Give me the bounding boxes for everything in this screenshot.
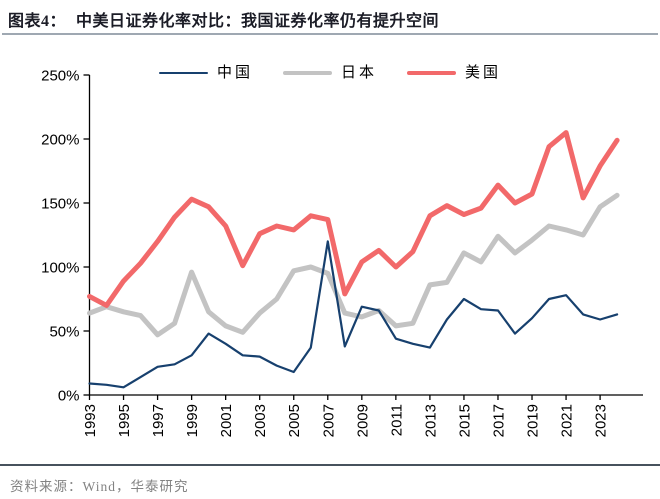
x-axis-tick-label: 2017 — [490, 404, 507, 437]
figure-footer: 资料来源：Wind，华泰研究 — [0, 464, 660, 499]
series-line-日本 — [87, 192, 620, 338]
x-axis-tick-label: 2011 — [388, 404, 405, 436]
x-axis-tick-label: 2023 — [593, 404, 610, 437]
y-axis-tick-label: 100% — [41, 260, 79, 277]
legend-label: 日本 — [340, 64, 377, 81]
x-axis-tick-label: 2001 — [218, 404, 235, 437]
chart-area: 0% 50% 100% 150% 200% 250% 1993 1995 1997 1999 200… — [0, 36, 660, 463]
series-line-中国 — [88, 240, 619, 389]
y-axis-tick-label: 200% — [41, 132, 79, 149]
x-axis-tick-label: 2003 — [252, 404, 269, 437]
x-axis-tick-label: 2015 — [456, 404, 473, 437]
x-axis-tick-label: 2013 — [422, 404, 439, 437]
legend-label: 中国 — [216, 64, 253, 81]
figure-header: 图表4： 中美日证券化率对比：我国证券化率仍有提升空间 — [0, 0, 660, 36]
series-line-美国 — [87, 130, 620, 308]
legend-swatch-icon — [158, 72, 208, 74]
legend-swatch-icon — [407, 70, 456, 76]
x-axis-tick-label: 2005 — [286, 404, 303, 437]
x-axis-tick-label: 1999 — [184, 404, 201, 437]
legend-item-1: 中国 — [158, 64, 253, 81]
x-axis-tick-label: 1997 — [150, 404, 167, 437]
figure-title: 图表4： 中美日证券化率对比：我国证券化率仍有提升空间 — [8, 7, 654, 31]
legend-label: 美国 — [465, 64, 502, 81]
legend-item-3: 美国 — [407, 64, 502, 81]
x-axis-tick-label: 1995 — [116, 404, 133, 437]
x-axis-tick-label: 2009 — [354, 404, 371, 437]
x-axis-tick-label: 2007 — [320, 404, 337, 437]
y-axis-tick-label: 150% — [41, 196, 79, 213]
x-axis-tick-label: 2019 — [525, 404, 542, 437]
x-axis-tick-label: 1993 — [82, 404, 99, 437]
legend-swatch-icon — [282, 70, 332, 76]
y-axis-tick-label: 0% — [58, 388, 80, 405]
y-axis-tick-label: 250% — [41, 68, 79, 85]
source-note: 资料来源：Wind，华泰研究 — [10, 479, 189, 494]
legend: 中国 日本 美国 — [0, 62, 660, 84]
title-divider — [2, 33, 658, 35]
figure-number: 图表4： — [8, 13, 67, 30]
line-chart: 0% 50% 100% 150% 200% 250% 1993 1995 1997 1999 200… — [41, 68, 643, 437]
x-axis-tick-label: 2021 — [559, 404, 576, 437]
figure-title-text: 中美日证券化率对比：我国证券化率仍有提升空间 — [76, 13, 440, 30]
legend-item-2: 日本 — [282, 64, 377, 81]
y-axis-tick-label: 50% — [49, 324, 79, 341]
